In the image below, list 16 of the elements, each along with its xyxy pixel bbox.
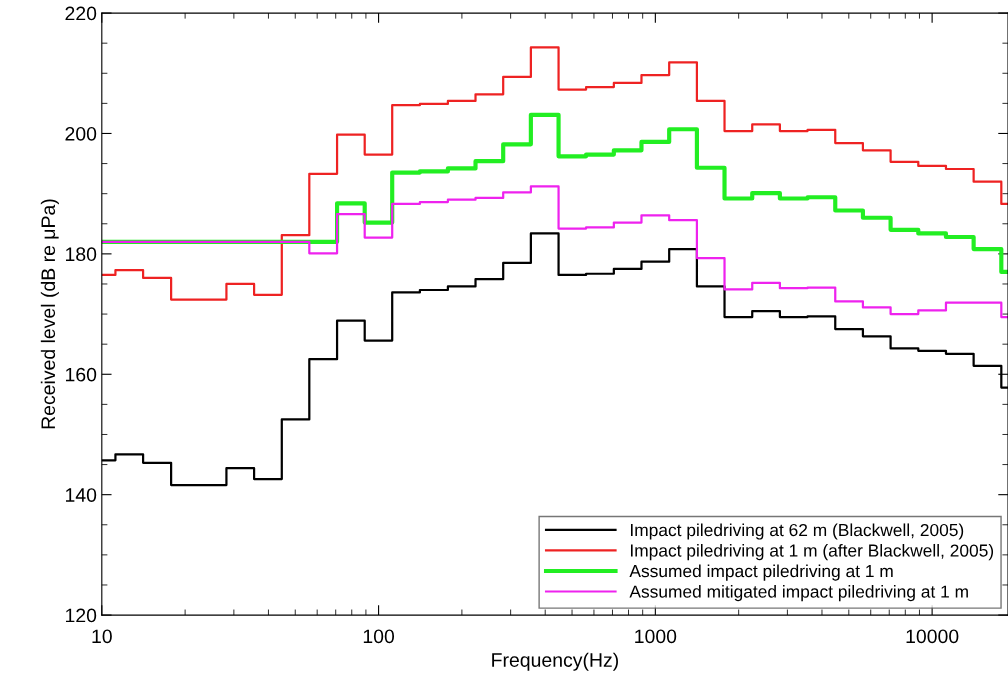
y-tick-label: 160 [65, 367, 97, 382]
x-tick-label: 100 [363, 629, 395, 644]
legend-label: Assumed mitigated impact piledriving at 1 m [629, 585, 968, 602]
legend-label: Assumed impact piledriving at 1 m [629, 564, 893, 581]
legend-label: Impact piledriving at 1 m (after Blackwell, 2005) [631, 543, 994, 561]
y-axis-title: Received level (dB re μPa) [40, 199, 59, 429]
y-tick-label: 180 [65, 247, 97, 262]
x-tick-label: 10 [92, 629, 112, 644]
y-tick-label: 140 [65, 488, 97, 502]
x-tick-label: 10000 [906, 629, 959, 644]
legend-label: Impact piledriving at 62 m (Blackwell, 2005) [631, 523, 964, 540]
x-tick-label: 1000 [635, 629, 677, 644]
x-axis-title: Frequency(Hz) [492, 652, 618, 671]
y-tick-label: 120 [65, 608, 97, 623]
y-tick-label: 200 [65, 126, 97, 141]
y-tick-label: 220 [65, 6, 97, 21]
